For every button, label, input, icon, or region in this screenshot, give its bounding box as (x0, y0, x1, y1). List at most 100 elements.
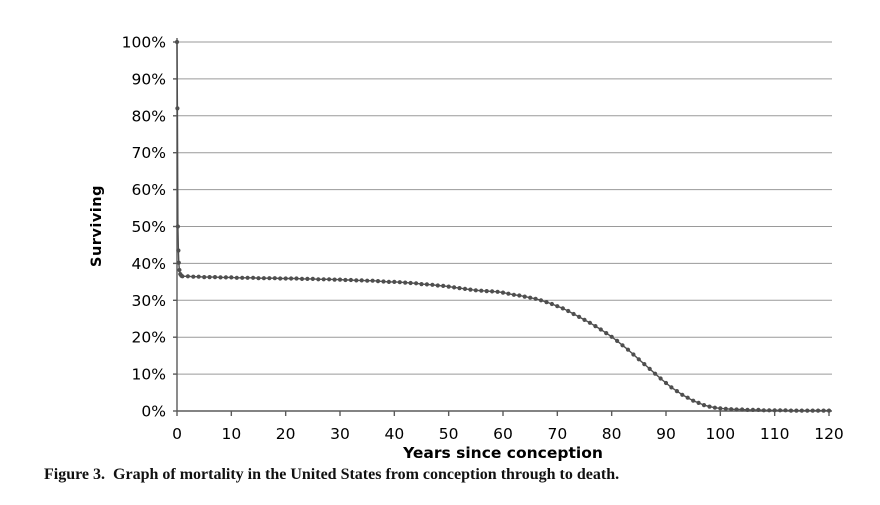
data-point-marker (430, 282, 435, 287)
y-tick-label: 80% (132, 107, 166, 125)
data-point-marker (598, 327, 603, 332)
data-point-marker (348, 277, 353, 283)
data-point-marker (223, 275, 228, 280)
data-point-marker (207, 275, 212, 280)
data-point-marker (647, 366, 652, 371)
data-point-marker (734, 407, 739, 412)
data-point-marker (386, 279, 391, 284)
data-point-marker (772, 408, 777, 413)
x-tick-label: 100 (706, 425, 736, 443)
data-point-marker (511, 292, 516, 297)
data-point-marker (750, 407, 756, 412)
data-point-marker (674, 389, 680, 394)
data-point-marker (381, 279, 386, 284)
y-tick-label: 0% (141, 403, 166, 421)
data-point-marker (604, 331, 609, 336)
x-tick-label: 0 (172, 425, 182, 443)
data-point-marker (177, 267, 182, 273)
data-point-marker (767, 408, 772, 413)
data-point-marker (175, 224, 180, 229)
x-tick-label: 60 (493, 425, 513, 443)
y-tick-labels: 0% 10% 20% 30% 40% 50% 60% 70% 80% 90% 100% (122, 34, 166, 421)
data-point-marker (712, 405, 718, 410)
data-point-marker (669, 385, 674, 390)
data-point-marker (251, 275, 256, 280)
data-point-marker (691, 398, 696, 403)
data-point-marker (685, 395, 690, 400)
data-point-marker (176, 248, 181, 253)
x-tick-label: 110 (760, 425, 790, 443)
y-axis-title: Surviving (89, 185, 105, 267)
data-point-marker (175, 106, 180, 111)
data-point-marker (577, 314, 582, 319)
data-point-marker (544, 300, 549, 305)
data-point-marker (310, 276, 315, 281)
data-point-marker (305, 276, 310, 281)
data-point-marker (745, 407, 750, 412)
data-point-marker (490, 289, 495, 294)
data-point-marker (294, 276, 299, 281)
data-point-marker (528, 295, 533, 300)
data-point-marker (778, 408, 783, 413)
y-tick-label: 100% (122, 34, 166, 52)
x-tick-labels: 0 10 20 30 40 50 60 70 80 90 100 110 120 (172, 425, 844, 443)
data-point-marker (794, 408, 799, 413)
x-tick-label: 10 (221, 425, 241, 443)
x-tick-label: 30 (330, 425, 350, 443)
gridlines (177, 41, 832, 375)
data-point-marker (500, 290, 506, 295)
data-point-marker (533, 296, 538, 301)
data-point-marker (479, 288, 484, 293)
data-point-marker (191, 274, 196, 279)
data-point-marker (560, 306, 565, 311)
data-point-marker (218, 275, 223, 280)
data-point-marker (234, 275, 239, 280)
data-point-marker (582, 317, 587, 322)
data-point-marker (267, 276, 272, 281)
data-point-marker (783, 408, 788, 413)
data-point-marker (468, 287, 473, 292)
x-axis-title: Years since conception (403, 444, 603, 462)
data-point-marker (816, 408, 821, 413)
x-tick-label: 80 (602, 425, 622, 443)
x-tick-label: 120 (814, 425, 844, 443)
mortality-survival-chart: 0% 10% 20% 30% 40% 50% 60% 70% 80% 90% 100% 0 10 20 30… (122, 34, 844, 444)
data-point-marker (707, 404, 712, 409)
data-point-marker (620, 343, 625, 348)
data-point-marker (609, 334, 614, 339)
data-point-marker (365, 278, 370, 283)
data-point-marker (392, 279, 397, 284)
data-point-marker (370, 278, 375, 283)
data-point-marker (261, 276, 266, 281)
data-point-marker (332, 277, 337, 282)
data-point-marker (354, 278, 359, 283)
data-point-marker (723, 406, 728, 411)
y-tick-label: 10% (132, 366, 166, 384)
data-point-marker (337, 277, 343, 282)
data-point-marker (414, 281, 419, 286)
data-point-marker (799, 408, 804, 413)
data-point-marker (663, 380, 669, 386)
y-tick-label: 20% (132, 329, 166, 347)
data-point-marker (740, 407, 745, 412)
data-point-marker (538, 298, 544, 303)
data-point-marker (729, 407, 734, 412)
data-point-marker (566, 308, 571, 314)
y-tick-label: 40% (132, 255, 166, 273)
data-point-marker (756, 407, 761, 412)
data-point-marker (196, 274, 201, 279)
data-point-marker (549, 301, 555, 307)
data-point-marker (653, 371, 658, 376)
data-point-marker (593, 324, 598, 329)
data-point-marker (522, 294, 527, 299)
data-point-marker (658, 376, 663, 381)
x-tick-label: 40 (384, 425, 404, 443)
data-point-marker (424, 282, 429, 287)
data-point-marker (202, 275, 207, 280)
data-point-marker (517, 293, 522, 298)
data-point-marker (289, 276, 294, 281)
data-point-marker (327, 277, 332, 282)
data-point-marker (408, 280, 413, 286)
data-point-marker (343, 277, 348, 283)
